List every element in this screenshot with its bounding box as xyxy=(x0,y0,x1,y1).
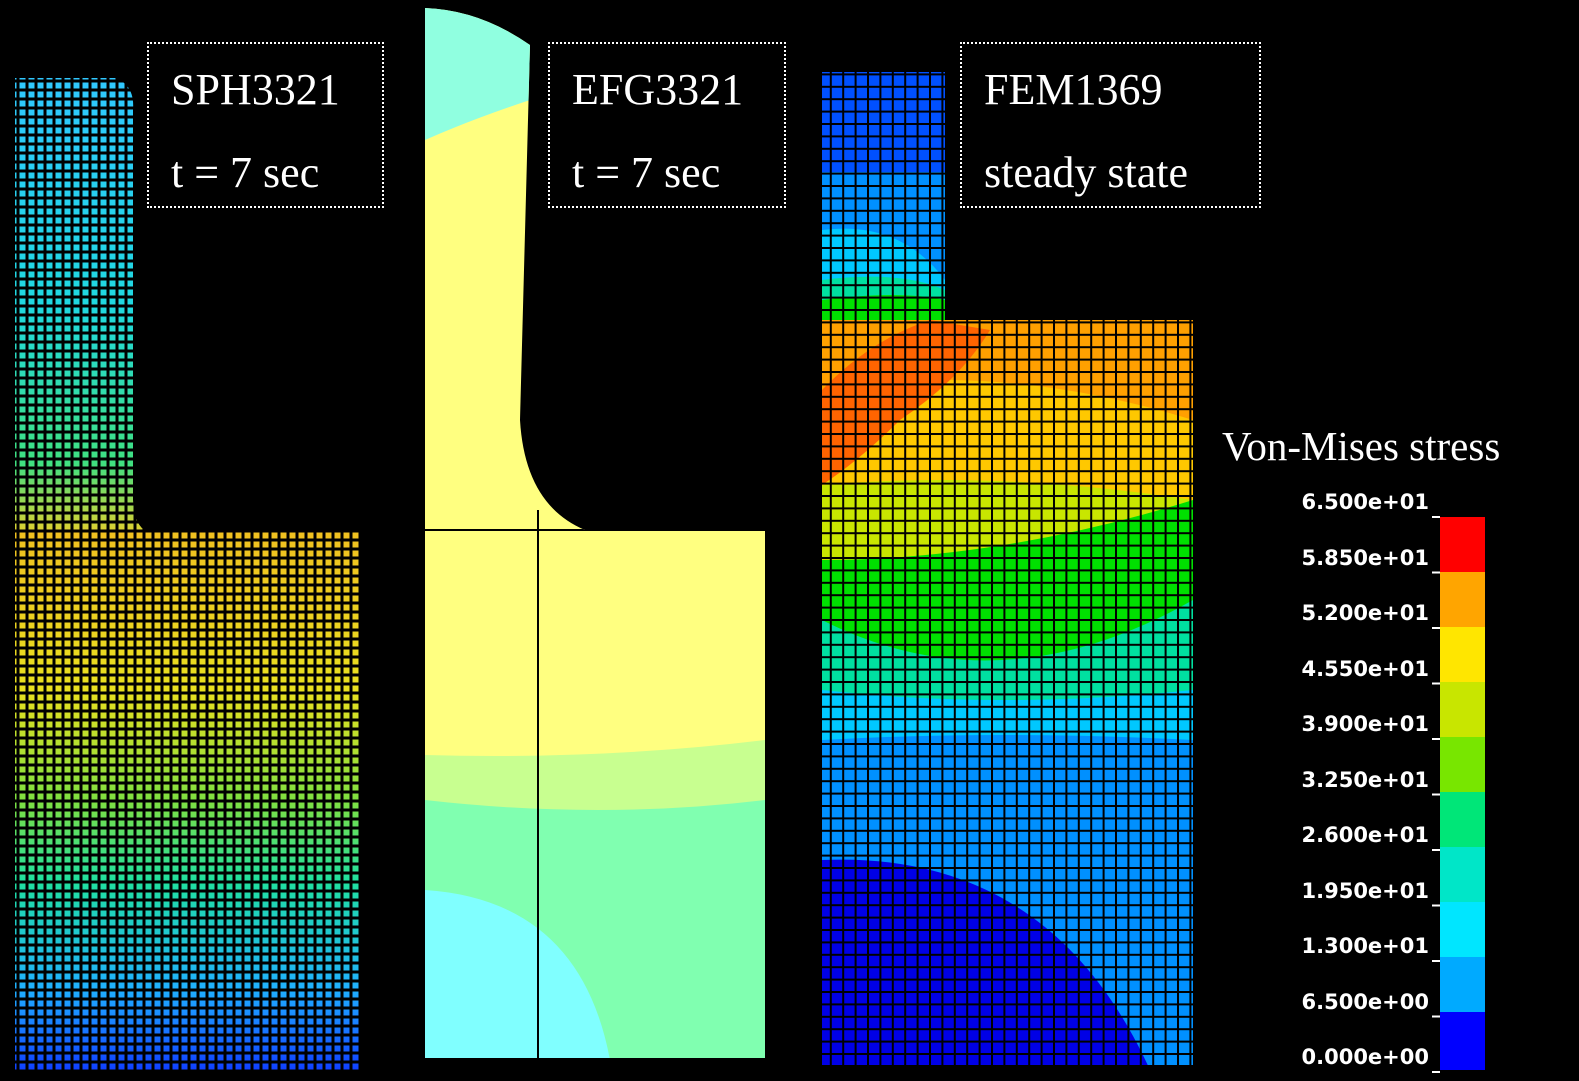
tick-label: 1.950e+01 xyxy=(1302,879,1430,903)
tick-label: 3.900e+01 xyxy=(1302,712,1430,736)
tick-label: 3.250e+01 xyxy=(1302,768,1430,792)
label-box: EFG3321 t = 7 sec xyxy=(548,42,786,208)
tick-label: 5.200e+01 xyxy=(1302,601,1430,625)
legend-title: Von-Mises stress xyxy=(1222,422,1500,470)
colorbar xyxy=(1440,517,1485,1070)
tick-label: 0.000e+00 xyxy=(1302,1045,1430,1069)
label-box: FEM1369 steady state xyxy=(960,42,1261,208)
tick-label: 5.850e+01 xyxy=(1302,546,1430,570)
fem-panel xyxy=(822,60,1202,1070)
panel-label: FEM1369 xyxy=(984,68,1162,112)
label-box: SPH3321 t = 7 sec xyxy=(147,42,384,208)
panel-label: EFG3321 xyxy=(572,68,743,112)
tick-label: 2.600e+01 xyxy=(1302,823,1430,847)
sph-panel xyxy=(15,78,360,1070)
panel-time: t = 7 sec xyxy=(572,151,720,195)
page: {"panels": [ {"label": "SPH3321", "time"… xyxy=(0,0,1579,1081)
panel-label: SPH3321 xyxy=(171,68,340,112)
panel-time: steady state xyxy=(984,151,1188,195)
tick-label: 1.300e+01 xyxy=(1302,934,1430,958)
panel-time: t = 7 sec xyxy=(171,151,319,195)
tick-label: 6.500e+01 xyxy=(1302,490,1430,514)
tick-label: 4.550e+01 xyxy=(1302,657,1430,681)
tick-label: 6.500e+00 xyxy=(1302,990,1430,1014)
